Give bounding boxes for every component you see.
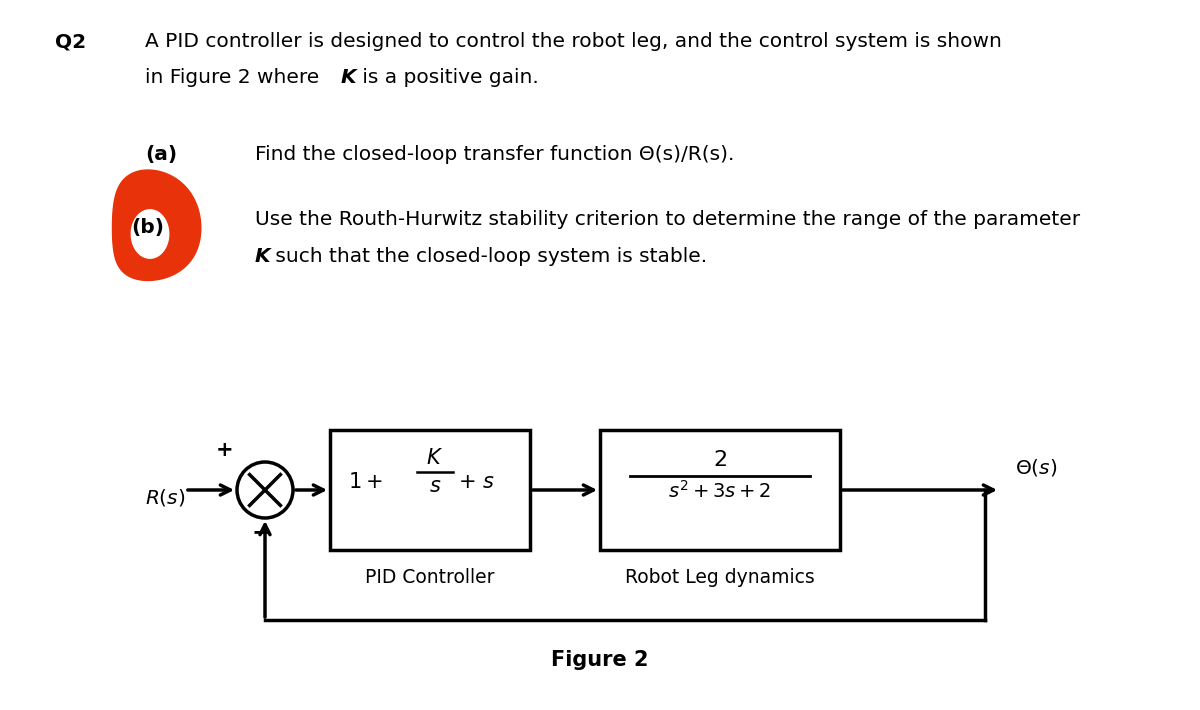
Text: Use the Routh-Hurwitz stability criterion to determine the range of the paramete: Use the Routh-Hurwitz stability criterio…	[256, 210, 1080, 229]
Text: Figure 2: Figure 2	[551, 650, 649, 670]
Text: A PID controller is designed to control the robot leg, and the control system is: A PID controller is designed to control …	[145, 32, 1002, 51]
Text: $K$: $K$	[426, 448, 444, 468]
Text: PID Controller: PID Controller	[365, 568, 494, 587]
Text: (b): (b)	[132, 218, 164, 237]
Text: $1 +$: $1 +$	[348, 472, 383, 492]
Text: K: K	[341, 68, 356, 87]
Text: K: K	[256, 247, 271, 266]
Text: Q2: Q2	[55, 32, 86, 51]
Text: is a positive gain.: is a positive gain.	[356, 68, 539, 87]
Polygon shape	[131, 209, 169, 258]
Text: $s^2 + 3s + 2$: $s^2 + 3s + 2$	[668, 480, 772, 502]
Text: $s$: $s$	[428, 476, 442, 496]
Text: (a): (a)	[145, 145, 178, 164]
Text: $\Theta(s)$: $\Theta(s)$	[1015, 457, 1057, 478]
Text: in Figure 2 where: in Figure 2 where	[145, 68, 325, 87]
Text: Find the closed-loop transfer function Θ(s)/R(s).: Find the closed-loop transfer function Θ…	[256, 145, 734, 164]
Text: $+\ s$: $+\ s$	[458, 472, 494, 492]
Bar	[330, 430, 530, 550]
Text: −: −	[251, 520, 271, 544]
Text: $2$: $2$	[713, 450, 727, 470]
Polygon shape	[113, 170, 200, 280]
Text: such that the closed-loop system is stable.: such that the closed-loop system is stab…	[269, 247, 707, 266]
Bar	[600, 430, 840, 550]
Text: +: +	[215, 440, 233, 460]
Text: Robot Leg dynamics: Robot Leg dynamics	[625, 568, 815, 587]
Text: $R(s)$: $R(s)$	[145, 488, 186, 508]
